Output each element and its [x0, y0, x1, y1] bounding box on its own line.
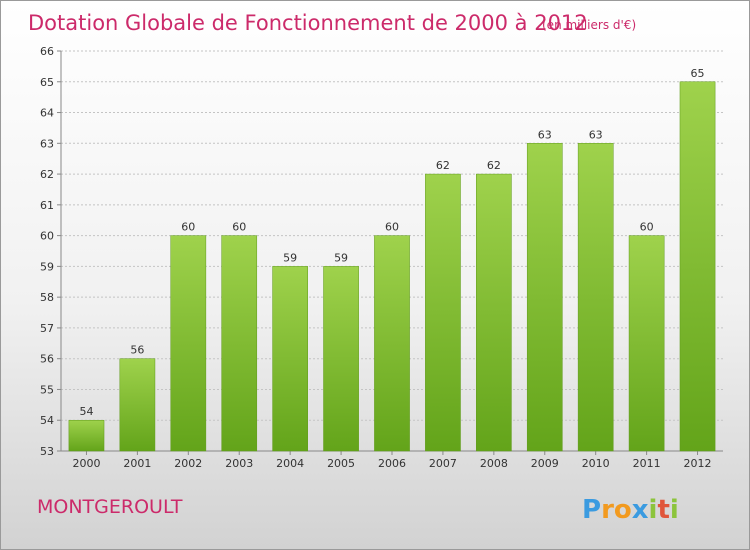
bar-value-label: 56 [130, 344, 144, 357]
bar-value-label: 63 [589, 128, 603, 141]
y-tick-label: 63 [40, 137, 54, 150]
logo-letter: r [601, 495, 614, 525]
bar-value-label: 60 [640, 221, 654, 234]
x-tick-label: 2006 [378, 457, 406, 470]
bar [526, 143, 563, 452]
bar-value-label: 62 [436, 159, 450, 172]
y-tick-label: 53 [40, 445, 54, 458]
bar-layer [68, 81, 716, 452]
y-tick-label: 65 [40, 76, 54, 89]
bar [170, 235, 207, 452]
x-tick-label: 2008 [480, 457, 508, 470]
bar [119, 358, 156, 452]
x-tick-label: 2007 [429, 457, 457, 470]
y-tick-label: 55 [40, 383, 54, 396]
y-tick-label: 54 [40, 414, 54, 427]
y-tick-label: 59 [40, 260, 54, 273]
bar [679, 81, 716, 452]
y-tick-label: 62 [40, 168, 54, 181]
bar [323, 266, 359, 452]
bar-value-label: 60 [385, 221, 399, 234]
chart-title: Dotation Globale de Fonctionnement de 20… [28, 11, 588, 35]
bar-value-label: 65 [691, 67, 705, 80]
bar-value-label: 59 [283, 251, 297, 264]
chart-unit: (en milliers d'€) [542, 18, 636, 32]
bar [425, 173, 461, 452]
bar-value-label: 62 [487, 159, 501, 172]
bar-value-label: 54 [79, 405, 93, 418]
logo-letter: t [657, 495, 669, 525]
bar-value-label: 60 [232, 221, 246, 234]
x-tick-label: 2010 [582, 457, 610, 470]
logo-letter: P [582, 495, 601, 525]
proxiti-logo: Proxiti [582, 495, 679, 525]
bar-value-label: 63 [538, 128, 552, 141]
bar [374, 235, 410, 452]
bar-value-label: 59 [334, 251, 348, 264]
commune-name: MONTGEROULT [37, 496, 183, 518]
x-tick-label: 2004 [276, 457, 304, 470]
y-tick-label: 56 [40, 353, 54, 366]
x-tick-label: 2009 [531, 457, 559, 470]
y-tick-label: 60 [40, 230, 54, 243]
bar [628, 235, 665, 452]
bar [68, 419, 105, 452]
bar [577, 143, 614, 452]
x-tick-label: 2012 [684, 457, 712, 470]
bar [272, 266, 308, 452]
logo-letter: o [614, 495, 632, 525]
logo-letter: i [649, 495, 658, 525]
x-tick-label: 2002 [174, 457, 202, 470]
logo-letter: x [632, 495, 649, 525]
bar-value-label: 60 [181, 221, 195, 234]
y-tick-label: 61 [40, 199, 54, 212]
x-tick-label: 2005 [327, 457, 355, 470]
x-tick-label: 2001 [123, 457, 151, 470]
bar [221, 235, 258, 452]
x-tick-label: 2003 [225, 457, 253, 470]
y-tick-label: 58 [40, 291, 54, 304]
x-tick-label: 2000 [72, 457, 100, 470]
y-tick-label: 64 [40, 107, 54, 120]
bar [476, 173, 512, 452]
y-tick-label: 66 [40, 45, 54, 58]
y-tick-label: 57 [40, 322, 54, 335]
x-tick-label: 2011 [633, 457, 661, 470]
label-layer: 53 54 55 56 57 58 59 60 61 62 63 64 65 66 54 2000 56 2001… [40, 45, 712, 470]
logo-letter: i [670, 495, 679, 525]
